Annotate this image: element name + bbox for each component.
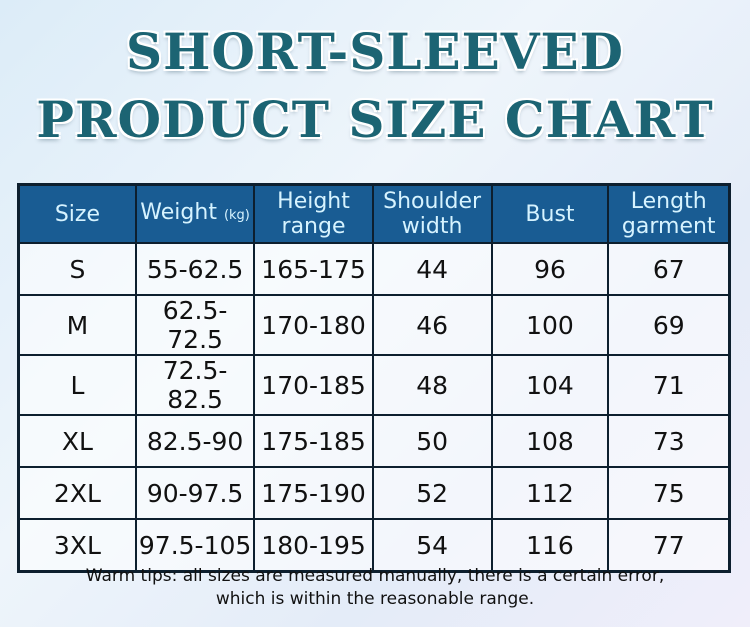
table-cell: L [17,354,137,416]
table-cell: S [17,242,137,296]
column-header: Shoulder width [371,183,493,244]
table-cell: 97.5-105 [134,518,256,573]
column-header: Size [17,183,137,244]
table-cell: 73 [607,414,731,468]
table-cell: 71 [607,354,731,416]
table-cell: XL [17,414,137,468]
table-cell: 100 [490,294,610,356]
header-row: Size Weight (kg) Height range Shoulder widt… [17,183,731,244]
table-cell: 44 [371,242,493,296]
header-label: Size [54,201,100,227]
table-cell: 2XL [17,466,137,520]
warm-tips: Warm tips: all sizes are measured manual… [0,565,750,611]
header-label: Bust [525,201,575,227]
header-label: Weight [140,200,217,225]
table-row: S 55-62.5 165-175 44 96 67 [17,242,731,296]
table-cell: 90-97.5 [134,466,256,520]
table-cell: 62.5-72.5 [134,294,256,356]
table-cell: 104 [490,354,610,416]
table-cell: 175-185 [253,414,374,468]
header-label: Length garment [621,189,716,239]
table-cell: 108 [490,414,610,468]
table-cell: 96 [490,242,610,296]
column-header: Length garment [607,183,731,244]
title-line-1: SHORT-SLEEVED [125,22,624,81]
title-line-2: PRODUCT SIZE CHART [36,90,714,149]
table-cell: 72.5-82.5 [134,354,256,416]
table-cell: 116 [490,518,610,573]
header-label: Height range [277,189,350,239]
tips-line-1: Warm tips: all sizes are measured manual… [85,566,665,586]
table-cell: 52 [371,466,493,520]
table-cell: M [17,294,137,356]
table-row: 2XL 90-97.5 175-190 52 112 75 [17,466,731,520]
table-cell: 46 [371,294,493,356]
table-cell: 3XL [17,518,137,573]
table-row: 3XL 97.5-105 180-195 54 116 77 [17,518,731,573]
table-cell: 82.5-90 [134,414,256,468]
table-cell: 48 [371,354,493,416]
header-label: Shoulder width [383,189,482,239]
table-cell: 165-175 [253,242,374,296]
table-cell: 75 [607,466,731,520]
table-row: XL 82.5-90 175-185 50 108 73 [17,414,731,468]
tips-line-2: which is within the reasonable range. [215,589,535,609]
table-row: L 72.5-82.5 170-185 48 104 71 [17,354,731,416]
column-header: Bust [490,183,610,244]
table-cell: 112 [490,466,610,520]
table-cell: 69 [607,294,731,356]
column-header: Height range [253,183,374,244]
column-header: Weight (kg) [134,183,256,244]
size-table: Size Weight (kg) Height range Shoulder widt… [17,183,731,573]
table-cell: 180-195 [253,518,374,573]
table-row: M 62.5-72.5 170-180 46 100 69 [17,294,731,356]
table-cell: 55-62.5 [134,242,256,296]
table-cell: 77 [607,518,731,573]
table-cell: 170-185 [253,354,374,416]
table-cell: 170-180 [253,294,374,356]
header-unit: (kg) [223,208,250,223]
table-cell: 50 [371,414,493,468]
table-cell: 54 [371,518,493,573]
table-cell: 67 [607,242,731,296]
table-cell: 175-190 [253,466,374,520]
